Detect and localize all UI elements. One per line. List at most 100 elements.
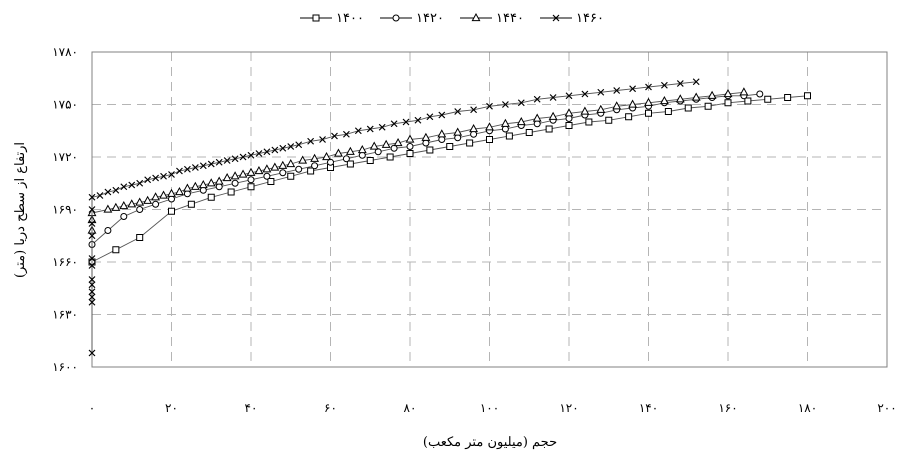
- data-point: [581, 90, 589, 98]
- data-point: [287, 172, 295, 180]
- data-point: [414, 116, 422, 124]
- data-point: [756, 90, 764, 98]
- data-point: [167, 188, 176, 197]
- data-point: [426, 146, 434, 154]
- data-point: [628, 99, 638, 108]
- data-point: [378, 123, 386, 131]
- data-point: [198, 179, 208, 189]
- data-point: [135, 197, 145, 206]
- data-point: [215, 158, 223, 166]
- data-point: [191, 164, 199, 171]
- data-point: [612, 101, 622, 110]
- data-point: [120, 183, 128, 191]
- data-point: [676, 80, 684, 87]
- x-tick-label: ۱۰۰: [480, 401, 499, 415]
- data-point: [112, 186, 120, 194]
- data-point: [406, 150, 414, 157]
- legend-label: ۱۴۲۰: [416, 11, 444, 26]
- data-point: [426, 113, 434, 121]
- data-point: [342, 155, 350, 163]
- data-point: [804, 92, 811, 100]
- data-point: [295, 165, 303, 173]
- data-point: [390, 144, 398, 152]
- x-tick-label: ۴۰: [245, 401, 258, 415]
- data-point: [239, 153, 247, 161]
- data-point: [659, 95, 669, 105]
- data-point: [660, 81, 668, 89]
- x-tick-label: ۱۲۰: [559, 401, 578, 415]
- data-point: [517, 99, 525, 107]
- series-2: [88, 90, 764, 248]
- data-point: [168, 207, 175, 215]
- data-point: [597, 88, 605, 96]
- data-point: [454, 108, 462, 115]
- data-point: [231, 179, 239, 187]
- data-point: [334, 148, 343, 157]
- data-point: [675, 94, 685, 103]
- data-point: [516, 116, 526, 126]
- data-point: [501, 125, 509, 133]
- data-point: [112, 246, 120, 254]
- data-point: [644, 97, 653, 106]
- data-point: [692, 78, 700, 86]
- data-point: [88, 281, 96, 289]
- data-point: [564, 108, 574, 117]
- data-point: [263, 148, 271, 156]
- data-point: [501, 101, 509, 108]
- x-tick-label: ۰: [89, 401, 95, 415]
- data-point: [247, 183, 255, 191]
- legend-item: ۱۴۲۰: [380, 11, 444, 26]
- data-point: [645, 83, 652, 91]
- data-point: [704, 102, 712, 110]
- legend-item: ۱۴۶۰: [540, 11, 604, 26]
- data-point: [744, 97, 752, 105]
- data-point: [96, 192, 104, 199]
- data-point: [267, 178, 275, 185]
- data-point: [254, 165, 264, 175]
- data-point: [724, 99, 732, 107]
- legend-marker: [312, 14, 320, 22]
- data-point: [111, 202, 121, 211]
- data-point: [247, 176, 255, 184]
- data-point: [470, 106, 478, 114]
- data-point: [279, 144, 287, 152]
- y-tick-label: ۱۶۹۰: [52, 203, 78, 217]
- data-point: [422, 139, 430, 147]
- data-point: [88, 298, 96, 306]
- y-tick-label: ۱۶۶۰: [52, 255, 78, 269]
- x-tick-label: ۱۶۰: [718, 401, 737, 415]
- data-point: [152, 174, 160, 182]
- data-point: [310, 153, 320, 162]
- data-point: [238, 169, 248, 178]
- data-point: [298, 155, 308, 164]
- data-point: [645, 109, 652, 117]
- data-point: [469, 123, 479, 133]
- y-tick-label: ۱۶۰۰: [52, 360, 78, 374]
- data-point: [525, 129, 533, 136]
- data-point: [613, 87, 621, 94]
- data-point: [255, 150, 263, 157]
- data-point: [723, 88, 733, 98]
- data-point: [168, 171, 175, 178]
- data-point: [784, 94, 792, 101]
- data-point: [500, 118, 510, 127]
- legend-marker: [552, 14, 560, 22]
- data-point: [629, 85, 637, 93]
- legend-label: ۱۴۶۰: [576, 11, 604, 26]
- data-point: [421, 132, 431, 141]
- series-3: [87, 87, 749, 234]
- data-point: [585, 118, 593, 126]
- data-point: [231, 155, 239, 163]
- data-point: [227, 188, 235, 196]
- data-point: [354, 127, 362, 135]
- data-point: [159, 190, 168, 199]
- data-point: [386, 153, 394, 161]
- data-point: [327, 158, 334, 166]
- data-point: [533, 120, 541, 128]
- data-point: [187, 200, 195, 208]
- data-point: [342, 130, 350, 138]
- data-point: [406, 143, 414, 150]
- data-point: [486, 102, 493, 110]
- data-point: [405, 134, 415, 143]
